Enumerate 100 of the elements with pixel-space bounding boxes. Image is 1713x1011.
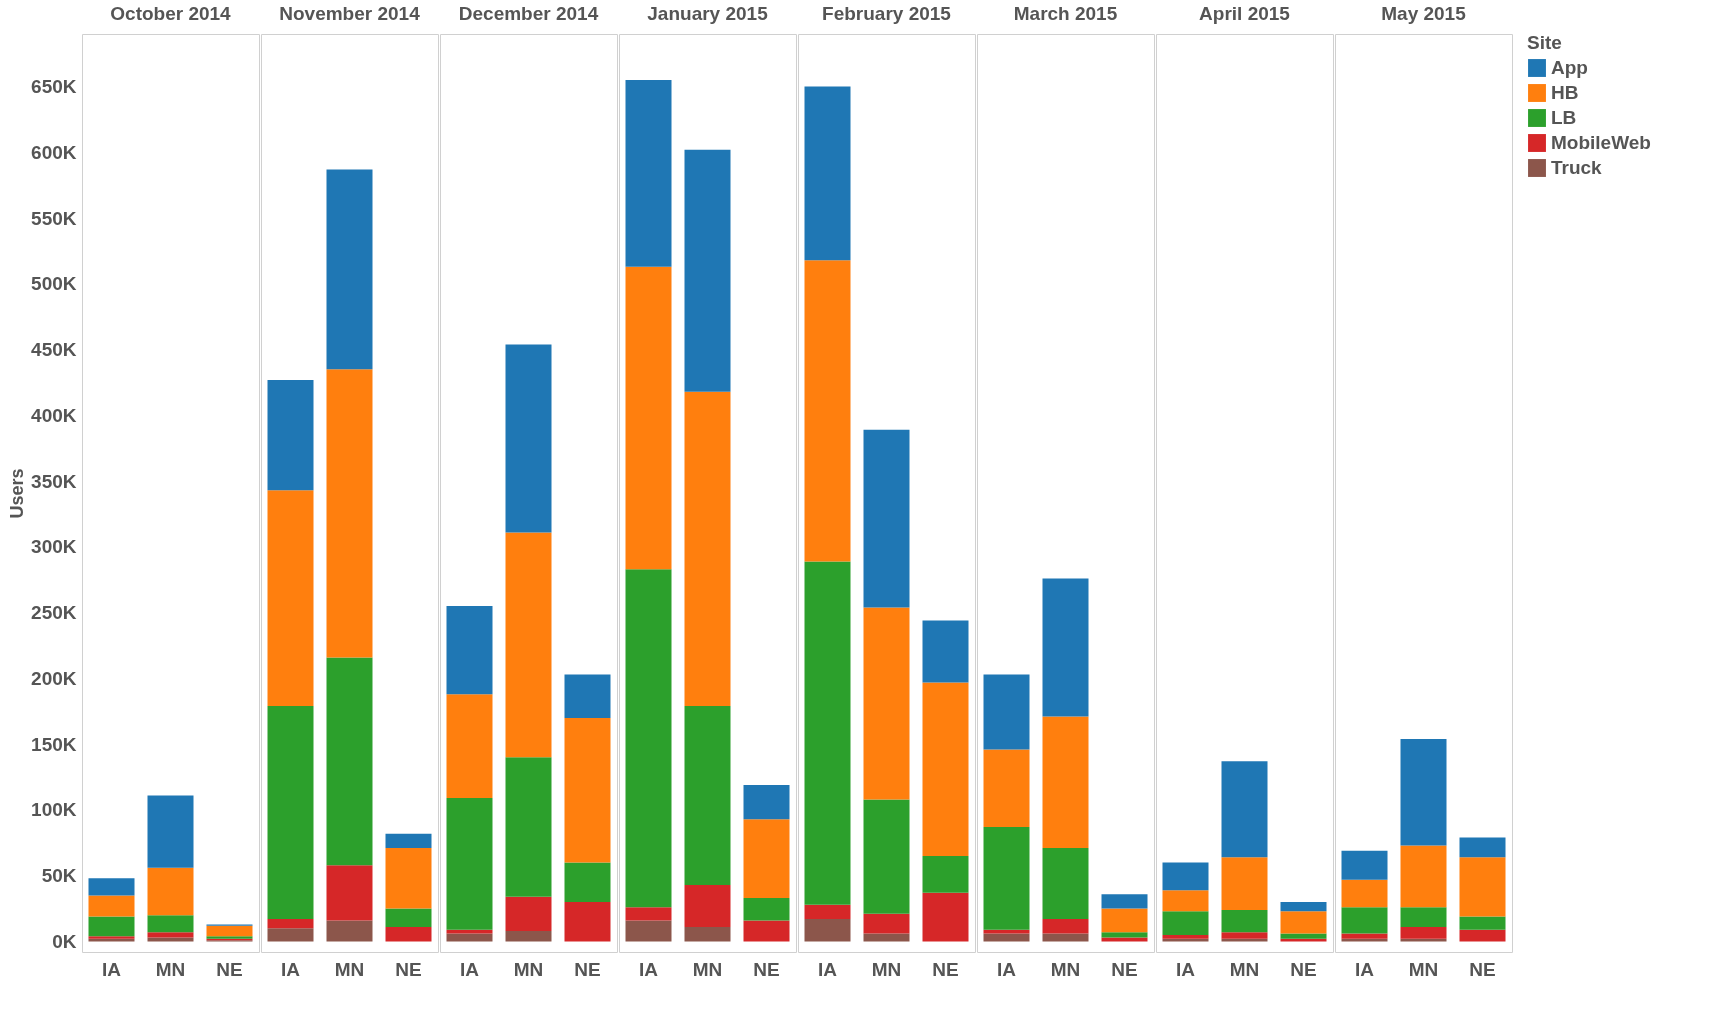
bar — [1341, 850, 1388, 880]
chart-title: April 2015 — [1199, 3, 1291, 24]
x-tick-label: MN — [1229, 958, 1260, 980]
x-tick-label: IA — [1355, 958, 1375, 980]
bar — [922, 620, 969, 683]
bar — [1221, 761, 1268, 858]
bar — [1042, 848, 1089, 920]
bar — [385, 848, 432, 909]
bar — [1042, 919, 1089, 934]
bar — [88, 895, 135, 917]
x-tick-label: NE — [1111, 958, 1138, 980]
bar — [326, 369, 373, 658]
bar — [804, 561, 851, 905]
legend-title: Site — [1527, 32, 1562, 53]
bar — [1459, 837, 1506, 858]
bar — [446, 694, 493, 799]
bar — [446, 606, 493, 695]
bar — [1042, 578, 1089, 717]
y-tick-label: 250K — [31, 602, 77, 624]
bar — [267, 490, 314, 707]
x-tick-label: NE — [395, 958, 422, 980]
legend-label: MobileWeb — [1551, 132, 1651, 153]
x-tick-label: IA — [818, 958, 838, 980]
bar — [1221, 932, 1268, 939]
x-tick-label: NE — [574, 958, 601, 980]
bar — [326, 169, 373, 370]
bar — [1101, 908, 1148, 933]
x-tick-label: IA — [997, 958, 1017, 980]
bar — [1162, 911, 1209, 935]
bar — [267, 379, 314, 491]
chart-title: February 2015 — [822, 3, 952, 24]
y-tick-label: 550K — [31, 207, 77, 229]
chart-title: December 2014 — [458, 3, 599, 24]
bar — [1459, 857, 1506, 917]
bar — [1162, 934, 1209, 939]
bar — [922, 682, 969, 856]
y-tick-label: 200K — [31, 667, 77, 689]
bar — [505, 930, 552, 942]
chart-title: January 2015 — [647, 3, 769, 24]
y-tick-label: 150K — [31, 733, 77, 755]
bar — [1221, 909, 1268, 933]
bar — [88, 878, 135, 896]
bar — [1101, 932, 1148, 938]
x-tick-label: NE — [1469, 958, 1496, 980]
bar — [326, 657, 373, 866]
bar — [863, 799, 910, 914]
y-tick-label: 400K — [31, 404, 77, 426]
bar — [385, 833, 432, 849]
x-tick-label: IA — [460, 958, 480, 980]
x-tick-label: MN — [1408, 958, 1439, 980]
bar — [625, 266, 672, 570]
x-tick-label: NE — [753, 958, 780, 980]
bar — [267, 919, 314, 929]
bar — [1400, 907, 1447, 928]
y-tick-label: 600K — [31, 141, 77, 163]
y-tick-label: 0K — [52, 930, 77, 952]
bar — [743, 898, 790, 921]
bar — [625, 907, 672, 921]
bar — [564, 902, 611, 942]
bar — [804, 260, 851, 562]
bar — [1221, 857, 1268, 910]
bar — [863, 429, 910, 608]
bar — [983, 929, 1030, 934]
legend-label: App — [1551, 57, 1588, 78]
bar — [385, 908, 432, 928]
bar — [743, 819, 790, 899]
bar — [743, 784, 790, 820]
chart-title: March 2015 — [1013, 3, 1118, 24]
legend-label: LB — [1551, 107, 1577, 128]
bar — [1341, 907, 1388, 934]
bar — [267, 706, 314, 920]
bar — [1280, 902, 1327, 912]
bar — [1341, 933, 1388, 939]
bar — [326, 920, 373, 942]
bar — [505, 896, 552, 931]
bar — [983, 674, 1030, 750]
bar — [983, 827, 1030, 930]
bar — [684, 884, 731, 928]
bar — [1162, 890, 1209, 912]
bar — [446, 798, 493, 930]
bar — [922, 855, 969, 893]
bar — [1400, 738, 1447, 846]
bar — [625, 920, 672, 942]
legend-label: HB — [1551, 82, 1579, 103]
x-tick-label: NE — [1290, 958, 1317, 980]
bar — [1400, 927, 1447, 939]
bar — [326, 865, 373, 921]
bar — [684, 706, 731, 885]
x-tick-label: MN — [334, 958, 365, 980]
bar — [88, 916, 135, 937]
y-tick-label: 500K — [31, 273, 77, 295]
bar — [743, 920, 790, 942]
bar — [863, 607, 910, 800]
bar — [385, 927, 432, 942]
x-tick-label: IA — [1176, 958, 1196, 980]
bar — [147, 795, 194, 868]
bar — [804, 904, 851, 920]
bar — [147, 867, 194, 916]
bar — [505, 757, 552, 897]
chart-title: October 2014 — [110, 3, 232, 24]
